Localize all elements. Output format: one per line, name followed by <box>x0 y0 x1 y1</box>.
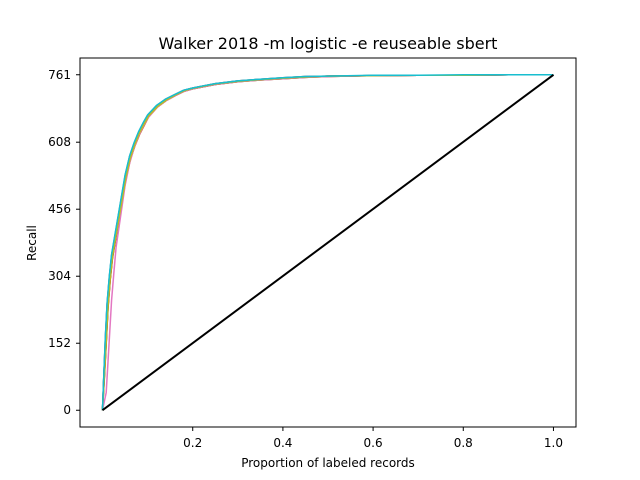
series-line-10 <box>101 74 554 411</box>
chart-title: Walker 2018 -m logistic -e reuseable sbe… <box>159 34 498 53</box>
x-tick-label: 0.4 <box>273 436 292 450</box>
y-tick-label: 304 <box>48 269 71 283</box>
baseline-series-line <box>101 73 555 412</box>
x-tick-label: 1.0 <box>544 436 563 450</box>
y-tick-label: 608 <box>48 135 71 149</box>
x-tick-label: 0.6 <box>364 436 383 450</box>
x-axis: 0.2 0.4 0.6 0.8 1.0 <box>183 427 563 450</box>
x-tick-label: 0.2 <box>183 436 202 450</box>
y-tick-label: 152 <box>48 336 71 350</box>
y-tick-label: 0 <box>63 403 71 417</box>
y-axis-label: Recall <box>25 225 39 261</box>
y-axis: 0 152 304 456 608 761 <box>48 68 80 417</box>
plot-frame <box>79 57 577 428</box>
x-tick-label: 0.8 <box>454 436 473 450</box>
x-axis-label: Proportion of labeled records <box>241 456 415 470</box>
series-layer <box>101 73 555 412</box>
y-tick-label: 456 <box>48 202 71 216</box>
y-tick-label: 761 <box>48 68 71 82</box>
